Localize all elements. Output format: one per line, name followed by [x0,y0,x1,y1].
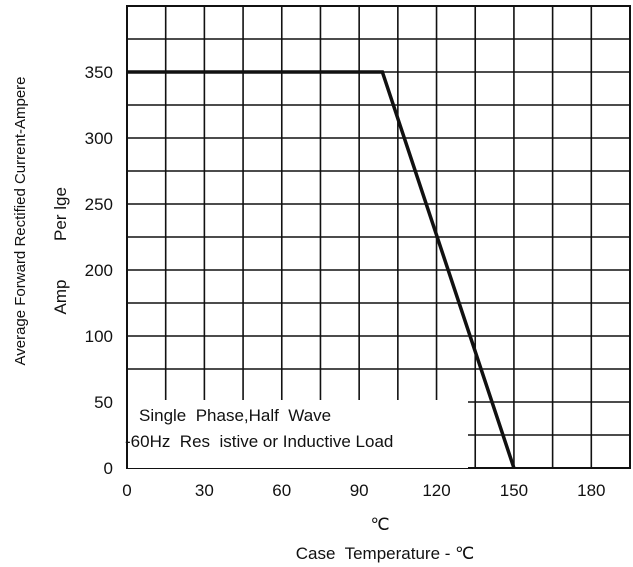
grid-lines [127,6,630,468]
y-tick-label: 100 [85,327,113,346]
y-axis-label-outer: Average Forward Rectified Current-Ampere [12,76,29,365]
x-tick-label: 30 [195,481,214,500]
y-axis-label-inner-1: Per lge [51,187,70,241]
series-line [127,70,516,469]
x-tick-label: 60 [272,481,291,500]
x-tick-label: 0 [122,481,131,500]
y-tick-label: 250 [85,195,113,214]
y-tick-label: 300 [85,129,113,148]
x-tick-label: 120 [422,481,450,500]
x-axis-label: Case Temperature - ℃ [296,544,474,563]
y-tick-labels: 0 50 100 200 250 300 350 [85,63,113,478]
x-axis-unit: ℃ [370,515,389,534]
x-tick-label: 180 [577,481,605,500]
x-tick-label: 90 [350,481,369,500]
y-tick-label: 50 [94,393,113,412]
y-tick-label: 200 [85,261,113,280]
y-tick-label: 350 [85,63,113,82]
x-tick-label: 150 [500,481,528,500]
annotation-line-1: Single Phase,Half Wave [139,406,331,425]
x-tick-labels: 0 30 60 90 120 150 180 [122,481,605,500]
annotation-line-2: -60Hz Res istive or Inductive Load [125,432,393,451]
y-tick-label: 0 [104,459,113,478]
y-axis-label-inner-2: Amp [51,280,70,315]
annotation-box [128,400,468,468]
